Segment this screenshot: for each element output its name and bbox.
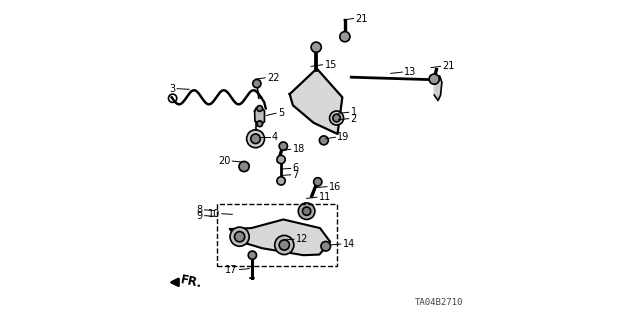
Text: FR.: FR.	[180, 274, 204, 291]
Circle shape	[279, 142, 287, 150]
Circle shape	[253, 79, 261, 88]
Circle shape	[321, 241, 330, 251]
Circle shape	[330, 111, 344, 125]
Text: 19: 19	[337, 132, 349, 142]
Text: 4: 4	[271, 132, 278, 142]
Circle shape	[429, 74, 439, 84]
Circle shape	[298, 203, 315, 219]
Text: 22: 22	[267, 73, 280, 83]
Polygon shape	[434, 76, 442, 100]
Text: 17: 17	[225, 264, 237, 275]
Circle shape	[277, 155, 285, 164]
Text: 12: 12	[296, 234, 308, 244]
Text: 1: 1	[351, 107, 356, 117]
Text: 14: 14	[342, 239, 355, 249]
Text: 8: 8	[196, 205, 203, 215]
Circle shape	[239, 161, 249, 172]
Circle shape	[230, 227, 249, 246]
Text: 2: 2	[351, 114, 357, 124]
Text: 10: 10	[207, 209, 220, 219]
Text: 20: 20	[218, 156, 230, 166]
Circle shape	[246, 130, 264, 148]
Circle shape	[340, 32, 350, 42]
Text: 21: 21	[355, 13, 368, 24]
Text: 5: 5	[278, 108, 284, 118]
Polygon shape	[255, 108, 264, 124]
Polygon shape	[290, 69, 342, 134]
Text: 11: 11	[319, 192, 331, 202]
Text: 7: 7	[292, 170, 299, 180]
Text: TA04B2710: TA04B2710	[415, 298, 463, 307]
Polygon shape	[230, 219, 330, 255]
Text: 15: 15	[324, 60, 337, 70]
Text: 16: 16	[329, 182, 341, 192]
Text: 21: 21	[442, 61, 455, 71]
Circle shape	[275, 235, 294, 255]
Circle shape	[303, 207, 311, 215]
Circle shape	[277, 177, 285, 185]
Circle shape	[251, 134, 260, 144]
Circle shape	[257, 121, 262, 127]
Circle shape	[319, 136, 328, 145]
Circle shape	[257, 106, 262, 111]
Text: 18: 18	[292, 144, 305, 154]
Text: 3: 3	[169, 84, 175, 94]
Circle shape	[234, 232, 244, 242]
Text: 9: 9	[196, 211, 203, 221]
Circle shape	[311, 42, 321, 52]
Circle shape	[333, 114, 340, 122]
Text: 13: 13	[404, 67, 417, 77]
Circle shape	[248, 251, 257, 259]
Text: 6: 6	[292, 163, 299, 174]
Circle shape	[314, 178, 322, 186]
Circle shape	[279, 240, 289, 250]
